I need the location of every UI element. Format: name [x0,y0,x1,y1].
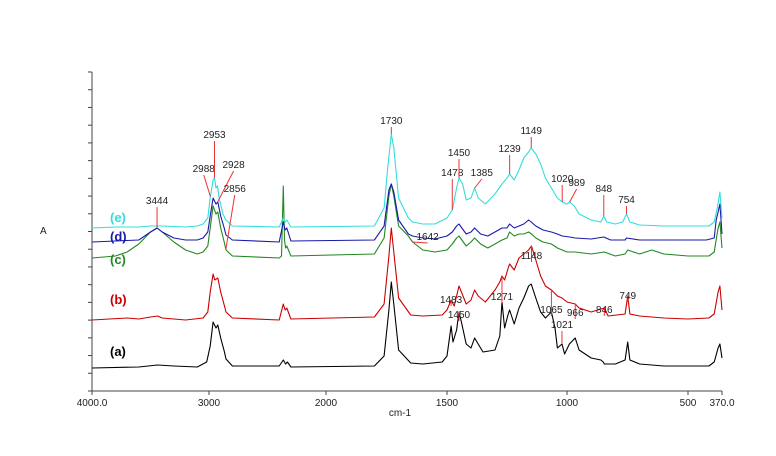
y-ticks [88,71,92,392]
series-name-label: (a) [110,344,126,359]
peak-label: 1065 [540,305,563,316]
peak-leader-line [569,188,578,203]
peak-label: 749 [619,291,636,302]
peak-label: 989 [568,178,585,189]
peak-label: 754 [618,195,635,206]
peak-label: 1450 [448,148,471,159]
peak-label: 1020 [551,174,574,185]
peak-label: 1239 [499,144,522,155]
peak-label: 1385 [471,168,494,179]
x-ticks: 4000.0 3000 2000 1500 1000 500 370.0 [77,391,735,409]
x-tick-label: 370.0 [709,398,734,409]
peak-label: 2988 [193,164,216,175]
series-labels: (a) (b) (c) (d) (e) [110,210,127,359]
peak-label: 1730 [380,116,403,127]
peak-label: 846 [596,305,613,316]
peak-label: 1483 [440,295,463,306]
x-tick-label: 2000 [315,398,338,409]
series-name-label: (c) [110,252,126,267]
peak-label: 2856 [224,184,247,195]
series-line-e [91,133,723,229]
series-line-b [91,227,723,321]
series-name-label: (e) [110,210,126,225]
x-tick-label: 1000 [556,398,579,409]
peak-label: 1450 [448,310,471,321]
x-tick-label: 500 [680,398,697,409]
peak-label: 1021 [551,320,574,331]
peak-label: 1642 [417,232,440,243]
x-axis-title: cm-1 [389,408,412,419]
peak-label: 1148 [521,251,543,262]
series-line-a [91,281,723,369]
peak-leader-line [216,170,235,203]
peak-annotations: 3444298829532928285617301642147814501385… [146,116,637,344]
series-name-label: (d) [110,229,127,244]
peak-label: 2928 [222,160,245,171]
x-tick-label: 4000.0 [77,398,108,409]
axes: 4000.0 3000 2000 1500 1000 500 370.0 A cm-1 [40,71,735,419]
peak-label: 2953 [203,130,226,141]
peak-leader-line [225,194,236,250]
peak-label: 1271 [491,292,514,303]
peak-leader-line [474,178,483,189]
series-line-c [91,183,723,259]
x-tick-label: 3000 [198,398,221,409]
peak-leader-line [412,241,428,244]
series-line-d [91,183,723,243]
peak-leader-line [203,174,211,197]
peak-label: 1478 [441,168,464,179]
x-tick-label: 1500 [436,398,459,409]
spectra-series [91,133,723,369]
peak-label: 1149 [520,126,542,137]
peak-label: 3444 [146,196,169,207]
series-name-label: (b) [110,292,127,307]
y-axis-title: A [40,226,47,237]
peak-label: 848 [595,184,612,195]
peak-label: 966 [567,308,584,319]
